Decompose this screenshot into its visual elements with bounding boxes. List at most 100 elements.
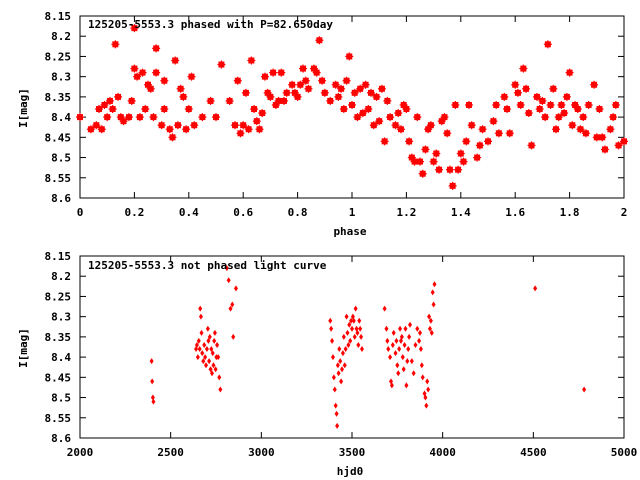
- data-point: [340, 366, 345, 373]
- data-point: [358, 325, 363, 332]
- data-point: [218, 386, 223, 393]
- y-tick-label: 8.2: [51, 30, 71, 43]
- data-point: [426, 386, 431, 393]
- y-tick-label: 8.4: [51, 111, 71, 124]
- data-point: [230, 301, 235, 308]
- data-point: [415, 325, 420, 332]
- y-tick-label: 8.15: [45, 10, 72, 23]
- data-point: [203, 354, 208, 361]
- data-point: [389, 382, 394, 389]
- data-point: [210, 370, 215, 377]
- data-point: [347, 321, 352, 328]
- data-point: [217, 374, 222, 381]
- y-tick-label: 8.25: [45, 50, 72, 63]
- data-point: [394, 337, 399, 344]
- data-point: [429, 329, 434, 336]
- y-tick-label: 8.15: [45, 250, 72, 263]
- data-point: [431, 301, 436, 308]
- data-point: [388, 354, 393, 361]
- data-point: [199, 329, 204, 336]
- data-point: [409, 358, 414, 365]
- data-point: [339, 378, 344, 385]
- data-point: [335, 362, 340, 369]
- data-point: [212, 329, 217, 336]
- y-axis-label: I[mag]: [17, 328, 30, 368]
- data-point: [350, 325, 354, 332]
- data-point: [198, 313, 203, 320]
- x-tick-label: 0: [77, 206, 84, 219]
- y-tick-label: 8.3: [51, 71, 71, 84]
- data-point: [210, 350, 215, 357]
- data-point: [204, 362, 209, 369]
- data-point: [420, 374, 425, 381]
- data-point: [337, 346, 342, 353]
- data-point: [582, 386, 587, 393]
- data-point: [396, 370, 401, 377]
- data-point: [418, 329, 422, 336]
- data-point: [207, 358, 212, 365]
- x-tick-label: 0.6: [233, 206, 253, 219]
- data-point: [231, 333, 236, 340]
- data-point: [382, 305, 387, 312]
- x-tick-label: 1.8: [560, 206, 580, 219]
- data-point: [149, 358, 154, 365]
- data-point: [355, 329, 360, 336]
- phased-light-curve-chart: 8.15 8.2 8.25 8.3 8.35 8.4 8.45 8.5 8.55 8.6 0 0.2…: [17, 10, 628, 238]
- data-point: [198, 305, 203, 312]
- data-point: [348, 337, 353, 344]
- plot-frame: [79, 255, 625, 439]
- data-point: [328, 317, 333, 324]
- data-point: [332, 386, 337, 393]
- data-point: [533, 285, 538, 292]
- data-point: [207, 333, 212, 340]
- data-point: [150, 378, 155, 385]
- y-tick-label: 8.4: [51, 351, 71, 364]
- data-point: [349, 317, 354, 324]
- data-point: [335, 422, 340, 429]
- data-point: [417, 337, 422, 344]
- x-tick-label: 1: [349, 206, 356, 219]
- y-tick-label: 8.6: [51, 192, 71, 205]
- chart-title: 125205-5553.3 phased with P=82.650day: [88, 18, 333, 31]
- y-axis-ticks: 8.15 8.2 8.25 8.3 8.35 8.4 8.45 8.5 8.55 8.6: [45, 250, 624, 445]
- data-point: [395, 362, 400, 369]
- data-point: [411, 370, 416, 377]
- data-point: [430, 289, 435, 296]
- data-point: [330, 337, 335, 344]
- chart-title: 125205-5553.3 not phased light curve: [88, 259, 327, 272]
- data-point: [432, 281, 437, 288]
- x-tick-label: 3500: [339, 446, 366, 459]
- data-point: [206, 337, 211, 344]
- y-tick-label: 8.35: [45, 331, 72, 344]
- data-point: [357, 317, 362, 324]
- data-point: [202, 341, 207, 348]
- data-point: [204, 346, 209, 353]
- data-point: [338, 358, 343, 365]
- raw-light-curve-chart: 8.15 8.2 8.25 8.3 8.35 8.4 8.45 8.5 8.55 8.6 2000…: [17, 250, 637, 478]
- data-point: [356, 341, 361, 348]
- data-point: [150, 394, 155, 401]
- y-tick-label: 8.6: [51, 432, 71, 445]
- data-points: [149, 265, 587, 429]
- y-tick-label: 8.5: [51, 392, 71, 405]
- x-axis-ticks: 2000 2500 3000 3500 4000 4500 5000: [67, 256, 637, 459]
- x-axis-label: hjd0: [337, 465, 364, 478]
- data-point: [407, 333, 412, 340]
- data-point: [400, 354, 405, 361]
- x-tick-label: 1.6: [505, 206, 525, 219]
- data-point: [333, 402, 338, 409]
- data-point: [343, 346, 348, 353]
- data-point: [425, 378, 430, 385]
- data-point: [334, 410, 339, 417]
- data-point: [211, 362, 216, 369]
- data-point: [224, 265, 229, 272]
- y-axis-ticks: 8.15 8.2 8.25 8.3 8.35 8.4 8.45 8.5 8.55 8.6: [45, 10, 624, 205]
- data-point: [208, 366, 213, 373]
- data-point: [353, 305, 358, 312]
- y-tick-label: 8.3: [51, 311, 71, 324]
- x-tick-label: 3000: [248, 446, 275, 459]
- y-tick-label: 8.55: [45, 412, 72, 425]
- data-point: [418, 346, 423, 353]
- data-point: [205, 325, 210, 332]
